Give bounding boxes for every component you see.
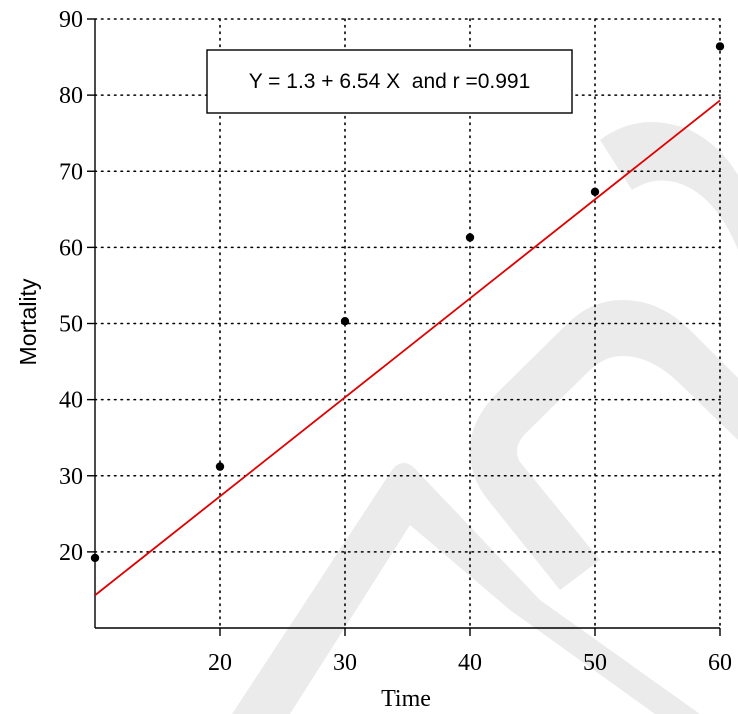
y-tick-label: 60: [59, 235, 83, 261]
x-tick-label: 30: [333, 650, 357, 676]
y-tick-label: 90: [59, 7, 83, 33]
data-point: [465, 233, 475, 242]
y-tick-label: 50: [59, 312, 83, 338]
data-points: [90, 42, 725, 563]
x-tick-label: 40: [458, 650, 482, 676]
data-point: [340, 317, 350, 326]
y-tick-label: 40: [59, 388, 83, 414]
data-point: [715, 42, 725, 51]
tick-labels: 20 30 40 50 60 70 80 90 20 30 40 50 60: [59, 7, 732, 676]
data-point: [215, 462, 225, 471]
data-point: [90, 553, 100, 563]
annotation-box: [206, 49, 573, 114]
grid-lines: [94, 18, 721, 629]
x-tick-label: 60: [708, 650, 732, 676]
annotation-text: Y = 1.3 + 6.54 X and r =0.991: [249, 70, 531, 93]
y-tick-label: 30: [59, 464, 83, 490]
fit-line-group: [94, 99, 721, 596]
data-point: [590, 187, 600, 197]
fit-line: [94, 99, 721, 596]
y-tick-label: 80: [59, 83, 83, 109]
axes: [87, 18, 721, 636]
x-tick-label: 20: [208, 650, 232, 676]
watermark: [232, 122, 738, 714]
y-axis-title: Mortality: [15, 278, 41, 365]
x-tick-label: 50: [583, 650, 607, 676]
y-tick-label: 70: [59, 159, 83, 185]
y-tick-label: 20: [59, 540, 83, 566]
x-axis-title: Time: [381, 686, 431, 712]
equation-annotation: Y = 1.3 + 6.54 X and r =0.991: [206, 49, 573, 114]
